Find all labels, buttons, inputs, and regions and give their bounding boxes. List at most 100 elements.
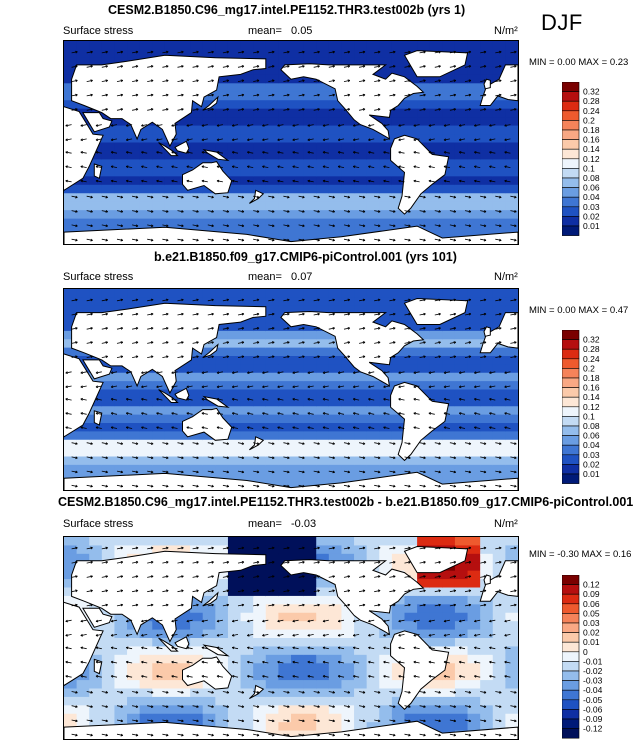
land-mass (174, 636, 190, 650)
land-mass (390, 134, 450, 215)
continents (64, 50, 518, 244)
colorbar-swatch (562, 651, 580, 662)
panel-1-map-svg (64, 41, 518, 244)
colorbar-tick-label: 0.12 (583, 402, 600, 412)
panel-3-field-label: Surface stress (63, 518, 134, 530)
land-mass (93, 410, 103, 426)
colorbar-swatch (562, 100, 580, 112)
land-mass (280, 310, 425, 388)
colorbar-swatch (562, 339, 580, 350)
panel-2-colorbar: 0.320.280.240.20.180.160.140.120.10.080.… (562, 330, 600, 484)
panel-3-minmax: MIN = -0.30 MAX = 0.16 (529, 549, 631, 560)
colorbar-swatch (562, 689, 580, 701)
land-mass (390, 630, 450, 710)
colorbar-swatch (562, 358, 580, 369)
colorbar-tick-label: 0.06 (583, 599, 600, 609)
colorbar-swatch (562, 641, 580, 653)
colorbar-swatch (562, 225, 580, 236)
panel-3-mean-value: -0.03 (291, 518, 317, 530)
colorbar-tick-label: 0.08 (583, 173, 600, 183)
colorbar-tick-label: 0.24 (583, 354, 600, 364)
colorbar-swatch (562, 593, 580, 605)
colorbar-tick-label: -0.03 (583, 676, 603, 686)
land-mass (182, 656, 233, 690)
panel-1-max-label: MAX = (578, 57, 608, 68)
colorbar-swatch (562, 613, 580, 624)
colorbar-tick-label: 0 (583, 647, 588, 657)
panel-3-map-svg (64, 537, 518, 739)
colorbar-swatch (562, 206, 580, 217)
colorbar-swatch (562, 82, 580, 92)
land-mass (182, 407, 233, 441)
colorbar-swatch (562, 661, 580, 672)
panel-3-max-label: MAX = (581, 549, 611, 560)
panel-2-max-label: MAX = (578, 305, 608, 316)
colorbar-tick-label: 0.01 (583, 221, 600, 231)
colorbar-tick-label: 0.03 (583, 202, 600, 212)
panel-1-max-value: 0.23 (609, 57, 629, 68)
panel-1-minmax: MIN = 0.00 MAX = 0.23 (529, 57, 628, 68)
colorbar-swatch (562, 330, 580, 340)
panel-2-map (63, 288, 519, 491)
panel-1-colorbar: 0.320.280.240.20.180.160.140.120.10.080.… (562, 82, 600, 236)
colorbar-swatch (562, 718, 580, 729)
stress-vectors (65, 50, 517, 242)
panel-3-min-label: MIN = (529, 549, 555, 560)
land-mass (479, 64, 518, 106)
land-mass (479, 312, 518, 354)
land-mass (403, 50, 469, 78)
panel-1-field-label: Surface stress (63, 25, 134, 37)
land-mass (71, 302, 267, 395)
panel-3-title: CESM2.B1850.C96_mg17.intel.PE1152.THR3.t… (58, 495, 634, 509)
colorbar-swatch (562, 177, 580, 188)
colorbar-swatch (562, 387, 580, 398)
colorbar-swatch (562, 120, 580, 131)
panel-2-min-label: MIN = (529, 305, 555, 316)
colorbar-tick-label: -0.04 (583, 685, 603, 695)
land-mass (280, 63, 425, 140)
land-mass (202, 395, 230, 408)
colorbar-tick-label: 0.06 (583, 183, 600, 193)
panel-1-mean-label: mean= (248, 25, 282, 37)
colorbar-tick-label: 0.02 (583, 459, 600, 469)
continents (64, 297, 518, 490)
colorbar-tick-label: 0.08 (583, 421, 600, 431)
colorbar-swatch (562, 575, 580, 585)
land-mass (483, 326, 491, 337)
colorbar-tick-label: 0.32 (583, 87, 600, 97)
colorbar-tick-label: 0.04 (583, 440, 600, 450)
panel-1-min-label: MIN = (529, 57, 555, 68)
land-mass (202, 148, 230, 162)
colorbar-tick-label: 0.02 (583, 628, 600, 638)
colorbar-swatch (562, 699, 580, 710)
panel-2-mean-value: 0.07 (291, 271, 313, 283)
land-mass (82, 359, 113, 380)
colorbar-tick-label: -0.01 (583, 656, 603, 666)
colorbar-swatch (562, 91, 580, 102)
colorbar-swatch (562, 168, 580, 179)
land-mass (71, 550, 267, 643)
panel-3-min-value: -0.30 (557, 549, 579, 560)
colorbar-tick-label: 0.1 (583, 163, 595, 173)
panel-2-title: b.e21.B1850.f09_g17.CMIP6-piControl.001 … (154, 250, 457, 264)
colorbar-tick-label: -0.02 (583, 666, 603, 676)
panel-3-colorbar: 0.120.090.060.050.030.020.010-0.01-0.02-… (562, 575, 603, 739)
colorbar-tick-label: 0.01 (583, 637, 600, 647)
colorbar-swatch (562, 444, 580, 456)
land-mass (202, 95, 219, 111)
panel-2-units: N/m² (494, 271, 518, 283)
colorbar-tick-label: 0.12 (583, 580, 600, 590)
colorbar-swatch (562, 584, 580, 595)
land-mass (390, 381, 450, 462)
panel-1-mean-value: 0.05 (291, 25, 313, 37)
colorbar-tick-label: 0.16 (583, 135, 600, 145)
colorbar-tick-label: -0.09 (583, 714, 603, 724)
colorbar-swatch (562, 622, 580, 633)
colorbar-swatch (562, 435, 580, 446)
colorbar-swatch (562, 377, 580, 388)
colorbar-swatch (562, 368, 580, 379)
colorbar-swatch (562, 129, 580, 140)
season-label: DJF (541, 10, 583, 35)
land-mass (174, 387, 190, 401)
colorbar-tick-label: 0.14 (583, 144, 600, 154)
